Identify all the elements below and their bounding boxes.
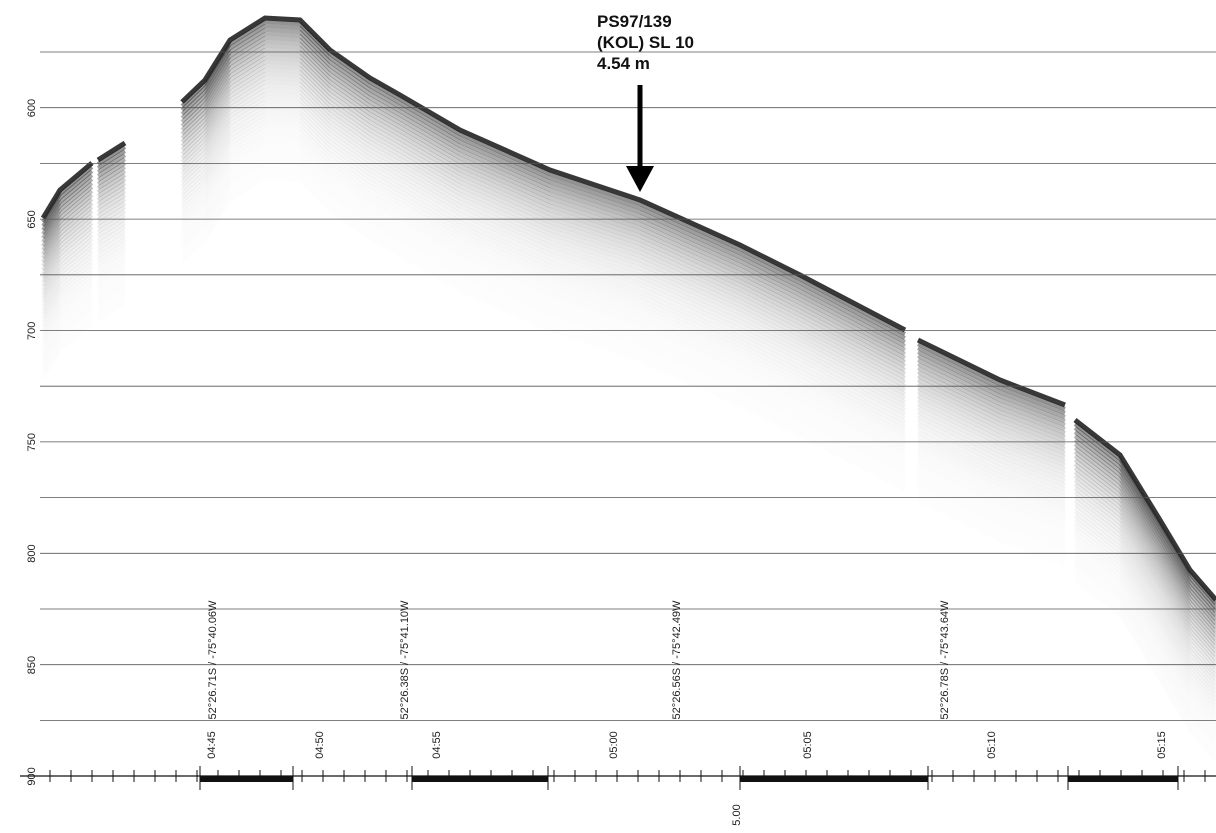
time-label: 04:55 bbox=[431, 731, 443, 759]
time-label: 05:15 bbox=[1156, 731, 1168, 759]
depth-label: 800 bbox=[26, 544, 38, 562]
position-label: 52°26.38S / -75°41.10W bbox=[399, 600, 411, 719]
arrow-head bbox=[626, 166, 654, 192]
time-label: 04:50 bbox=[314, 731, 326, 759]
axis-bar bbox=[740, 776, 928, 782]
axis-bar bbox=[412, 776, 548, 782]
axis-bar bbox=[1068, 776, 1178, 782]
position-label: 52°26.56S / -75°42.49W bbox=[671, 600, 683, 719]
depth-label: 700 bbox=[26, 322, 38, 340]
depth-label: 650 bbox=[26, 210, 38, 228]
depth-label: 850 bbox=[26, 656, 38, 674]
time-label: 04:45 bbox=[206, 731, 218, 759]
time-label: 05:10 bbox=[986, 731, 998, 759]
depth-label: 900 bbox=[26, 767, 38, 785]
position-label: 52°26.71S / -75°40.06W bbox=[207, 600, 219, 719]
time-axis bbox=[20, 766, 1216, 790]
annotation-line: (KOL) SL 10 bbox=[597, 33, 694, 52]
axis-bar bbox=[200, 776, 293, 782]
annotation-line: 4.54 m bbox=[597, 54, 650, 73]
position-label: 52°26.78S / -75°43.64W bbox=[939, 600, 951, 719]
time-label: 05:00 bbox=[608, 731, 620, 759]
time-footer: 5.00 bbox=[731, 804, 743, 825]
echogram bbox=[43, 18, 1216, 760]
annotation: PS97/139 (KOL) SL 10 4.54 m bbox=[597, 12, 694, 192]
depth-label: 600 bbox=[26, 99, 38, 117]
labels: 600 650 700 750 800 850 900 04:45 04:50 04:55 05:0… bbox=[26, 99, 1168, 826]
time-label: 05:05 bbox=[802, 731, 814, 759]
depth-label: 750 bbox=[26, 433, 38, 451]
annotation-line: PS97/139 bbox=[597, 12, 672, 31]
